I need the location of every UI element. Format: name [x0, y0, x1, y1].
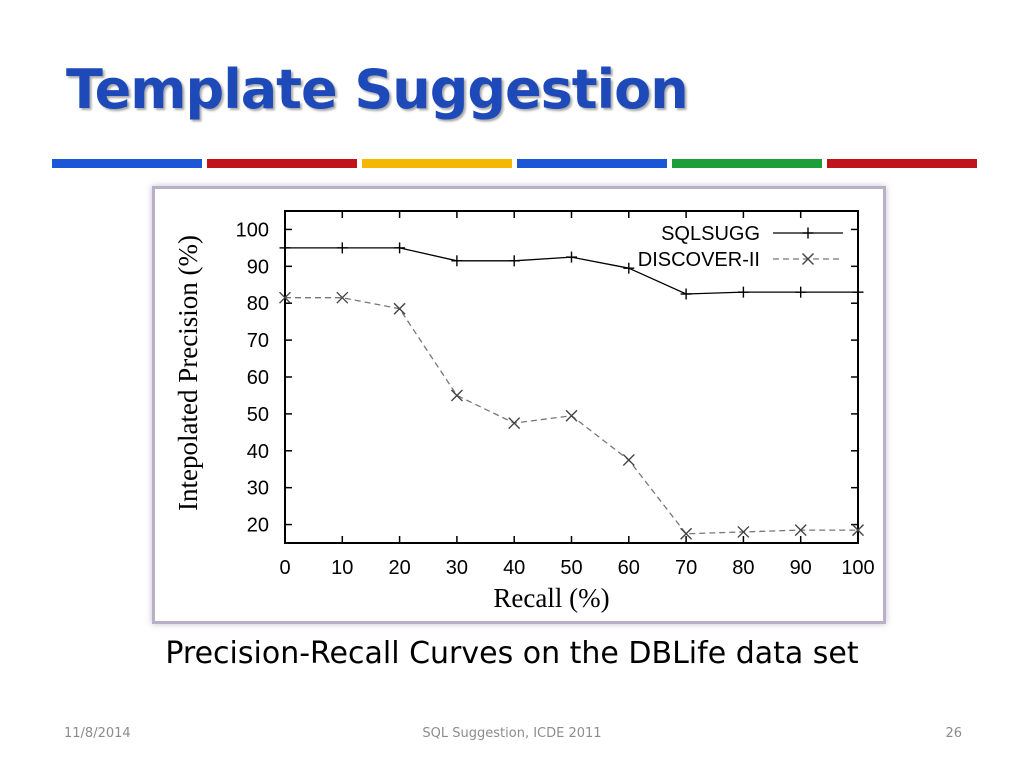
data-point-sqlsugg — [451, 255, 463, 267]
y-tick-label: 60 — [247, 367, 269, 389]
data-point-sqlsugg — [508, 255, 520, 267]
chart-caption: Precision-Recall Curves on the DBLife da… — [165, 636, 859, 671]
y-tick-label: 50 — [247, 404, 269, 426]
data-point-sqlsugg — [737, 286, 749, 298]
data-point-discover-ii — [336, 291, 349, 304]
accent-bar-2 — [207, 159, 357, 168]
y-tick-label: 100 — [236, 219, 269, 241]
x-tick-label: 60 — [618, 557, 640, 579]
data-point-sqlsugg — [566, 251, 577, 263]
data-point-discover-ii — [852, 524, 864, 537]
x-tick-label: 30 — [446, 557, 468, 579]
x-tick-label: 100 — [841, 557, 874, 579]
accent-bar-4 — [517, 159, 667, 168]
data-point-sqlsugg — [852, 286, 864, 298]
x-tick-label: 20 — [388, 557, 410, 579]
data-point-discover-ii — [622, 454, 635, 466]
y-tick-label: 70 — [247, 330, 269, 352]
legend-label: DISCOVER-II — [638, 249, 760, 271]
data-point-discover-ii — [279, 291, 291, 304]
precision-recall-chart: 0 10 20 30 40 50 60 70 80 90 100 20 30 40 50 60 70 80 90 10… — [173, 210, 875, 613]
legend-label: SQLSUGG — [661, 223, 760, 245]
x-axis-title: Recall (%) — [493, 583, 609, 613]
y-tick-label: 80 — [247, 293, 269, 315]
x-tick-label: 40 — [503, 557, 525, 579]
data-point-discover-ii — [450, 389, 463, 402]
slide-title: Template Suggestion — [66, 58, 689, 121]
accent-bar-5 — [672, 159, 822, 168]
x-tick-label: 0 — [279, 557, 290, 579]
data-point-discover-ii — [565, 409, 578, 422]
x-tick-label: 90 — [790, 557, 812, 579]
page-number: 26 — [945, 726, 962, 741]
data-point-sqlsugg — [795, 286, 807, 298]
footer-date: 11/8/2014 — [64, 726, 131, 741]
data-point-discover-ii — [737, 525, 750, 538]
data-point-discover-ii — [508, 417, 521, 430]
legend-marker — [802, 253, 814, 265]
accent-bar-3 — [362, 159, 512, 168]
chart-figure: 0 10 20 30 40 50 60 70 80 90 100 20 30 40 50 60 70 80 90 10… — [152, 186, 886, 624]
legend-marker — [802, 227, 814, 239]
y-axis-title: Intepolated Precision (%) — [173, 235, 203, 511]
data-point-discover-ii — [680, 527, 693, 540]
y-tick-label: 30 — [247, 478, 269, 500]
data-point-discover-ii — [393, 302, 406, 315]
data-point-discover-ii — [794, 524, 807, 537]
y-tick-label: 20 — [247, 515, 269, 537]
footer-title: SQL Suggestion, ICDE 2011 — [422, 726, 602, 741]
x-tick-label: 80 — [732, 557, 754, 579]
data-point-sqlsugg — [336, 242, 348, 254]
y-tick-label: 90 — [247, 256, 269, 278]
x-tick-label: 70 — [675, 557, 697, 579]
x-tick-label: 10 — [331, 557, 353, 579]
x-tick-label: 50 — [560, 557, 582, 579]
accent-bar-1 — [52, 159, 202, 168]
accent-bar-6 — [827, 159, 977, 168]
data-point-sqlsugg — [680, 288, 692, 300]
y-tick-label: 40 — [247, 441, 269, 463]
data-point-sqlsugg — [279, 242, 291, 254]
data-point-sqlsugg — [394, 242, 406, 254]
data-point-sqlsugg — [623, 262, 635, 274]
